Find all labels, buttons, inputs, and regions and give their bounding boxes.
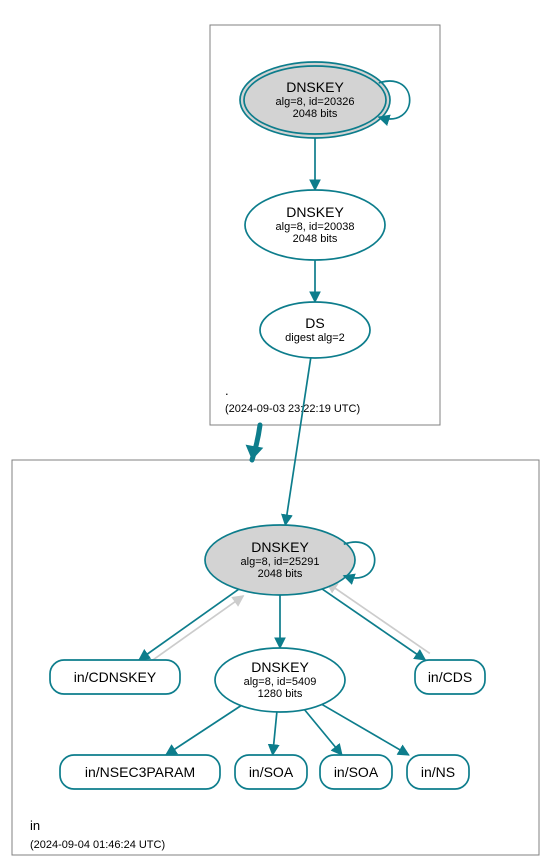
node-root_ds-sub1: digest alg=2 [285,332,345,344]
node-in_zsk: DNSKEYalg=8, id=54091280 bits [215,648,345,712]
node-root_ds: DSdigest alg=2 [260,302,370,358]
edge-in_cds-in_ksk [327,582,430,653]
edge-in_zsk-in_soa1 [273,712,277,755]
node-in_soa1: in/SOA [235,755,307,789]
edge-in_ksk-in_cdnskey [139,589,239,660]
node-in_zsk-sub2: 1280 bits [258,688,303,700]
edge-in_cdnskey-in_ksk [144,596,244,667]
zone-in-timestamp: (2024-09-04 01:46:24 UTC) [30,839,165,851]
node-root_ds-title: DS [305,315,324,331]
node-in_ns: in/NS [407,755,469,789]
node-root_ksk: DNSKEYalg=8, id=203262048 bits [240,62,410,138]
zone-in-label: in [30,818,40,833]
node-in_nsec3param-label: in/NSEC3PARAM [85,764,195,780]
node-in_ksk-title: DNSKEY [251,539,309,555]
node-in_zsk-sub1: alg=8, id=5409 [244,676,317,688]
node-in_ns-label: in/NS [421,764,455,780]
node-root_ksk-sub1: alg=8, id=20326 [276,96,355,108]
node-in_nsec3param: in/NSEC3PARAM [60,755,220,789]
node-in_soa2-label: in/SOA [334,764,379,780]
edge-root_ds-in_ksk [285,358,310,525]
node-in_cdnskey-label: in/CDNSKEY [74,669,157,685]
node-root_zsk-sub2: 2048 bits [293,233,338,245]
node-in_cdnskey: in/CDNSKEY [50,660,180,694]
node-in_ksk-sub2: 2048 bits [258,568,303,580]
edge-in_zsk-in_soa2 [304,710,341,755]
node-root_ksk-title: DNSKEY [286,79,344,95]
node-in_cds: in/CDS [415,660,485,694]
node-in_ksk: DNSKEYalg=8, id=252912048 bits [205,525,375,595]
node-in_soa1-label: in/SOA [249,764,294,780]
node-in_soa2: in/SOA [320,755,392,789]
node-in_zsk-title: DNSKEY [251,659,309,675]
zone-root-timestamp: (2024-09-03 23:22:19 UTC) [225,403,360,415]
edge-in_zsk-in_nsec3param [166,706,241,755]
node-in_cds-label: in/CDS [428,669,472,685]
node-root_zsk: DNSKEYalg=8, id=200382048 bits [245,190,385,260]
node-root_zsk-sub1: alg=8, id=20038 [276,221,355,233]
node-in_ksk-sub1: alg=8, id=25291 [241,556,320,568]
node-root_zsk-title: DNSKEY [286,204,344,220]
node-root_ksk-sub2: 2048 bits [293,108,338,120]
zone-root-label: . [225,383,229,398]
edge-in_ksk-in_cds [322,589,425,660]
